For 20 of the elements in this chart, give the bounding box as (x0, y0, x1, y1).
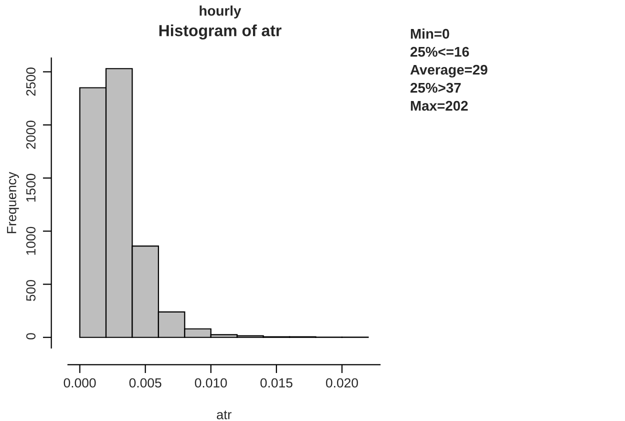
x-tick-label: 0.010 (194, 378, 227, 388)
text: Average=29 (410, 64, 488, 78)
y-tick-label: 1500 (26, 174, 36, 202)
y-tick-label: 1000 (26, 226, 36, 255)
text: Min=0 (410, 28, 450, 39)
text: Max=202 (410, 100, 468, 111)
y-tick-label: 500 (26, 280, 36, 301)
text: 25%>37 (410, 82, 461, 93)
chart-title: Histogram of atr (159, 24, 282, 40)
x-tick-label: 0.005 (129, 378, 162, 388)
x-tick-label: 0.020 (326, 378, 358, 388)
x-axis-title: atr (216, 410, 232, 420)
y-tick-label: 0 (26, 333, 36, 340)
x-tick-label: 0.000 (64, 378, 96, 388)
y-tick-label: 2500 (26, 68, 36, 96)
chart-subtitle: hourly (200, 6, 242, 18)
text: 25%<=16 (410, 46, 469, 57)
y-axis-title: Frequency (7, 172, 19, 234)
y-tick-label: 2000 (26, 120, 36, 149)
x-tick-label: 0.015 (260, 378, 292, 388)
